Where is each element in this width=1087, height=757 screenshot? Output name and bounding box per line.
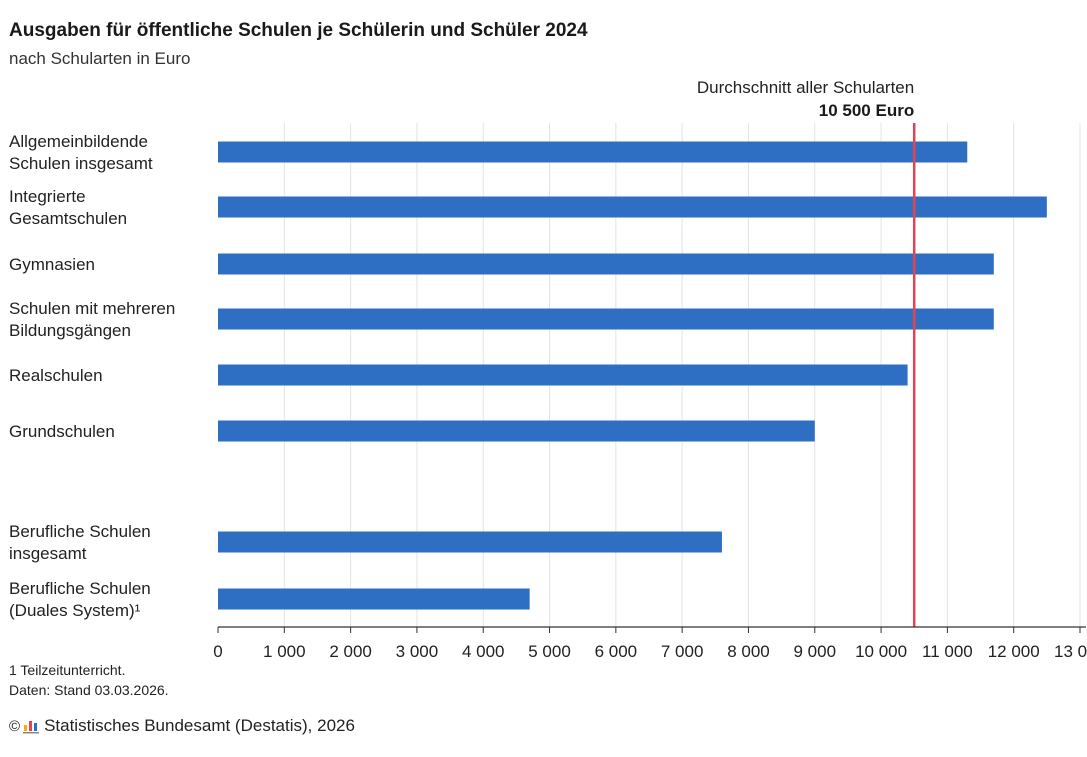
category-label-6-line-0: Berufliche Schulen: [9, 522, 151, 541]
category-label-1-line-0: Integrierte: [9, 187, 86, 206]
bar-chart: Allgemeinbildende Schulen insgesamt Integr…: [9, 78, 1087, 660]
bar-3: [218, 308, 994, 330]
bar-2: [218, 253, 994, 275]
x-axis: 0 1 000 2 000 3 000 4 000 5 000 6 000 7 000 8 00…: [213, 626, 1087, 660]
category-label-0: Allgemeinbildende Schulen insgesamt: [9, 132, 153, 173]
category-label-1-line-1: Gesamtschulen: [9, 209, 127, 228]
x-tick-label-12000: 12 000: [988, 642, 1040, 660]
category-label-7-line-0: Berufliche Schulen: [9, 579, 151, 598]
category-label-3-line-0: Schulen mit mehreren: [9, 299, 175, 318]
category-label-4: Realschulen: [9, 366, 103, 385]
bar-0: [218, 141, 968, 163]
category-label-1: Integrierte Gesamtschulen: [9, 187, 127, 228]
category-label-7: Berufliche Schulen (Duales System)¹: [9, 579, 151, 620]
category-label-7-line-1: (Duales System)¹: [9, 601, 141, 620]
category-label-2: Gymnasien: [9, 255, 95, 274]
average-reference: Durchschnitt aller Schularten 10 500 Euro: [697, 78, 916, 627]
bar-1: [218, 196, 1047, 218]
logo-bar-3: [34, 723, 38, 731]
logo-bar-2: [29, 721, 33, 731]
chart-subtitle: nach Schularten in Euro: [9, 49, 191, 68]
x-tick-label-1000: 1 000: [263, 642, 306, 660]
x-tick-label-6000: 6 000: [595, 642, 638, 660]
bar-7: [218, 588, 530, 610]
category-label-6-line-1: insgesamt: [9, 544, 87, 563]
source-credit: © Statistisches Bundesamt (Destatis), 20…: [9, 716, 355, 736]
x-tick-label-2000: 2 000: [329, 642, 372, 660]
category-label-3: Schulen mit mehreren Bildungsgängen: [9, 299, 175, 340]
x-tick-label-3000: 3 000: [396, 642, 439, 660]
category-labels: Allgemeinbildende Schulen insgesamt Integr…: [9, 132, 175, 620]
category-label-4-line-0: Realschulen: [9, 366, 103, 385]
category-label-3-line-1: Bildungsgängen: [9, 321, 131, 340]
x-tick-label-4000: 4 000: [462, 642, 505, 660]
x-tick-label-13000: 13 000: [1054, 642, 1087, 660]
logo-bar-1: [24, 725, 28, 731]
bars: [218, 141, 1047, 610]
logo-base: [23, 732, 40, 734]
reference-line-label: Durchschnitt aller Schularten: [697, 78, 914, 97]
copyright-symbol: ©: [9, 717, 21, 735]
category-label-0-line-0: Allgemeinbildende: [9, 132, 148, 151]
x-tick-label-11000: 11 000: [922, 642, 973, 660]
footnotes: 1 Teilzeitunterricht. Daten: Stand 03.03…: [9, 660, 169, 700]
bar-4: [218, 364, 908, 386]
destatis-logo-icon: [23, 721, 40, 734]
category-label-6: Berufliche Schulen insgesamt: [9, 522, 151, 563]
category-label-5: Grundschulen: [9, 422, 115, 441]
chart-title: Ausgaben für öffentliche Schulen je Schü…: [9, 20, 588, 41]
x-tick-label-8000: 8 000: [727, 642, 770, 660]
x-tick-label-10000: 10 000: [855, 642, 907, 660]
x-tick-label-9000: 9 000: [793, 642, 836, 660]
x-tick-label-5000: 5 000: [528, 642, 571, 660]
footnote-1: 1 Teilzeitunterricht.: [9, 662, 126, 678]
category-label-5-line-0: Grundschulen: [9, 422, 115, 441]
bar-6: [218, 531, 722, 553]
x-tick-label-7000: 7 000: [661, 642, 704, 660]
reference-line-value: 10 500 Euro: [819, 101, 914, 120]
footnote-2: Daten: Stand 03.03.2026.: [9, 682, 169, 698]
bar-5: [218, 420, 815, 442]
x-tick-label-0: 0: [213, 642, 222, 660]
category-label-2-line-0: Gymnasien: [9, 255, 95, 274]
credit-text: Statistisches Bundesamt (Destatis), 2026: [44, 716, 355, 735]
category-label-0-line-1: Schulen insgesamt: [9, 154, 153, 173]
